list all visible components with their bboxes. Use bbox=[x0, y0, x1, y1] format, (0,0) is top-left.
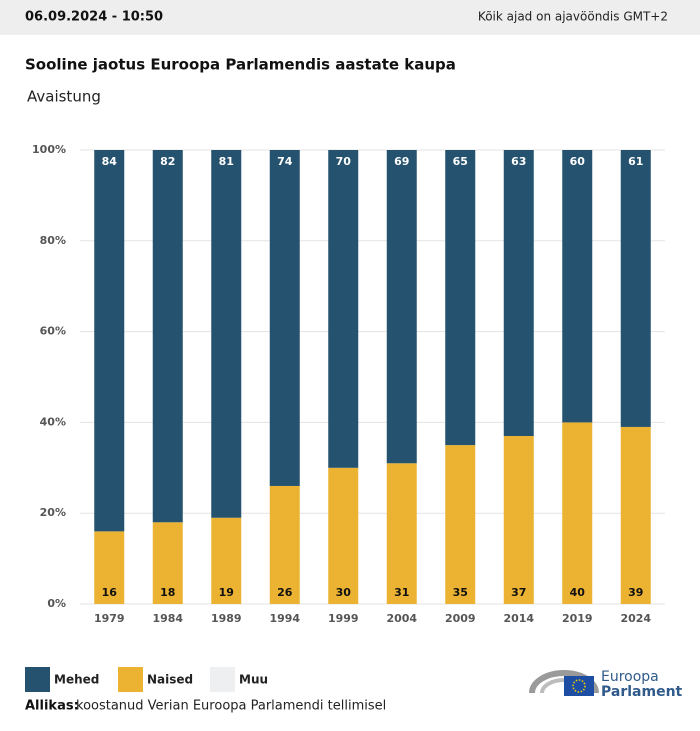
x-tick-label: 2014 bbox=[503, 612, 534, 625]
legend-label: Muu bbox=[239, 673, 268, 687]
x-tick-label: 1989 bbox=[211, 612, 242, 625]
bar-segment bbox=[328, 467, 359, 604]
bar-segment bbox=[269, 150, 300, 486]
y-tick-label: 80% bbox=[40, 234, 66, 247]
bar-segment bbox=[445, 445, 476, 604]
value-label: 61 bbox=[628, 155, 643, 168]
value-label: 39 bbox=[628, 586, 643, 599]
logo-text: Euroopa bbox=[601, 669, 659, 685]
x-tick-label: 2009 bbox=[445, 612, 476, 625]
bar-segment bbox=[386, 150, 417, 464]
y-tick-label: 100% bbox=[32, 143, 66, 156]
bar-segment bbox=[620, 150, 651, 427]
bar-segment bbox=[211, 517, 242, 604]
date: 06.09.2024 - 10:50 bbox=[25, 10, 163, 25]
bar-segment bbox=[328, 150, 359, 468]
value-label: 69 bbox=[394, 155, 409, 168]
value-label: 35 bbox=[453, 586, 468, 599]
value-label: 65 bbox=[453, 155, 468, 168]
bar-segment bbox=[269, 485, 300, 604]
header-bar bbox=[0, 0, 700, 35]
bar-segment bbox=[562, 422, 593, 604]
legend-label: Naised bbox=[147, 673, 193, 687]
value-label: 81 bbox=[219, 155, 234, 168]
value-label: 70 bbox=[336, 155, 352, 168]
x-tick-label: 1979 bbox=[94, 612, 125, 625]
value-label: 30 bbox=[336, 586, 352, 599]
value-label: 31 bbox=[394, 586, 409, 599]
source: koostanud Verian Euroopa Parlamendi tell… bbox=[76, 699, 386, 714]
value-label: 63 bbox=[511, 155, 526, 168]
chart-title: Sooline jaotus Euroopa Parlamendis aasta… bbox=[25, 56, 456, 74]
source-label: Allikas: bbox=[25, 699, 79, 714]
bar-segment bbox=[620, 426, 651, 604]
logo: Euroopa Parlament bbox=[529, 669, 683, 700]
value-label: 16 bbox=[102, 586, 118, 599]
value-label: 60 bbox=[570, 155, 586, 168]
x-tick-label: 1984 bbox=[152, 612, 183, 625]
legend-swatch bbox=[118, 667, 143, 692]
eu-flag bbox=[564, 676, 594, 696]
value-label: 37 bbox=[511, 586, 526, 599]
chart-subtitle: Avaistung bbox=[27, 88, 101, 106]
value-label: 84 bbox=[102, 155, 118, 168]
logo-text: Parlament bbox=[601, 684, 683, 700]
legend-label: Mehed bbox=[54, 673, 99, 687]
value-label: 82 bbox=[160, 155, 175, 168]
bar-segment bbox=[386, 463, 417, 604]
timezone: Kõik ajad on ajavööndis GMT+2 bbox=[478, 10, 668, 24]
bar-segment bbox=[562, 150, 593, 423]
value-label: 18 bbox=[160, 586, 175, 599]
x-tick-label: 1999 bbox=[328, 612, 359, 625]
bar-segment bbox=[503, 150, 534, 437]
eu-stars bbox=[572, 679, 586, 693]
y-tick-label: 20% bbox=[40, 506, 66, 519]
bar-segment bbox=[503, 436, 534, 604]
value-label: 26 bbox=[277, 586, 293, 599]
bar-segment bbox=[94, 531, 125, 604]
x-tick-label: 2019 bbox=[562, 612, 593, 625]
y-tick-label: 0% bbox=[47, 597, 66, 610]
bar-segment bbox=[152, 150, 183, 523]
x-tick-label: 2004 bbox=[386, 612, 417, 625]
value-label: 40 bbox=[570, 586, 586, 599]
value-label: 19 bbox=[219, 586, 234, 599]
bar-segment bbox=[445, 150, 476, 446]
bar-segment bbox=[152, 522, 183, 604]
bar-segment bbox=[94, 150, 125, 532]
value-label: 74 bbox=[277, 155, 293, 168]
x-tick-label: 1994 bbox=[269, 612, 300, 625]
legend-swatch bbox=[210, 667, 235, 692]
y-tick-label: 60% bbox=[40, 325, 66, 338]
x-tick-label: 2024 bbox=[620, 612, 651, 625]
y-tick-label: 40% bbox=[40, 415, 66, 428]
legend-swatch bbox=[25, 667, 50, 692]
bar-segment bbox=[211, 150, 242, 518]
